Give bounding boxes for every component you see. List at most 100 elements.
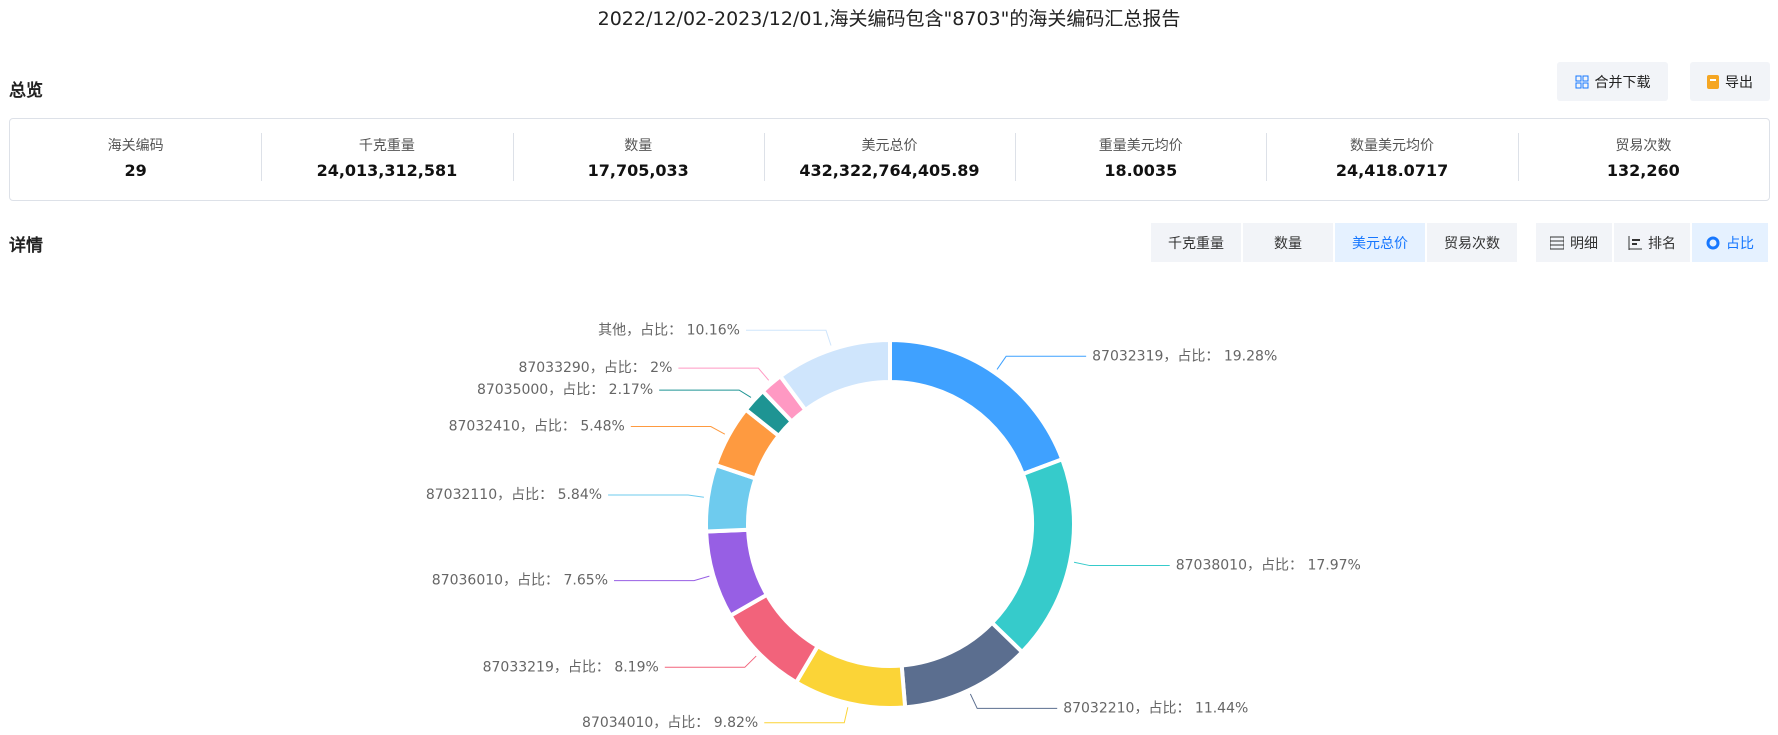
slice-value-label: 7.65% — [564, 573, 608, 589]
slice-category: 87036010 — [432, 573, 503, 589]
view-tabs: 明细 排名 占比 — [1536, 223, 1768, 262]
stat-value: 18.0035 — [1104, 161, 1178, 180]
slice-value-label: 5.48% — [580, 419, 624, 435]
button-label: 合并下载 — [1594, 74, 1651, 91]
view-tab[interactable]: 排名 — [1614, 223, 1690, 262]
leader-line — [630, 426, 726, 435]
donut-chart: 87032319，占比： 19.28%87038010，占比： 17.97%87… — [426, 322, 1361, 731]
icon — [1628, 235, 1642, 250]
label-separator: ，占比： — [503, 573, 563, 589]
slice-value-label: 9.82% — [714, 715, 758, 731]
label-separator: ，占比： — [1134, 700, 1194, 716]
label-separator: ，占比： — [653, 715, 713, 731]
icon — [1706, 236, 1720, 249]
label-separator: ，占比： — [626, 322, 686, 338]
leader-line — [745, 329, 832, 346]
slice-label: 87032319，占比： 19.28% — [1092, 348, 1277, 364]
slice-value-label: 2% — [650, 360, 672, 376]
view-tab[interactable]: 占比 — [1692, 223, 1768, 262]
section-title: 详情 — [9, 236, 43, 256]
stat: 千克重量 24,013,312,581 — [261, 119, 512, 200]
leader-line — [664, 655, 757, 668]
slice-category: 其他 — [598, 322, 626, 338]
slice-category: 87038010 — [1176, 558, 1247, 574]
stat: 海关编码 29 — [10, 119, 261, 200]
label-separator: ，占比： — [497, 487, 557, 503]
stats-panel: 海关编码 29 千克重量 24,013,312,581 数量 17,705,033 美元总价… — [9, 118, 1770, 201]
slice-label: 87032410，占比： 5.48% — [449, 419, 625, 435]
leader-line — [659, 389, 752, 398]
leader-line — [764, 707, 849, 724]
leader-line — [678, 367, 770, 381]
stat-label: 美元总价 — [861, 138, 918, 154]
slice-value-label: 19.28% — [1224, 348, 1277, 364]
slice-label: 87033290，占比： 2% — [518, 360, 672, 376]
metric-tab[interactable]: 千克重量 — [1151, 223, 1241, 262]
tab-label: 明细 — [1570, 235, 1598, 252]
stat: 数量 17,705,033 — [512, 119, 764, 200]
button-label: 导出 — [1725, 74, 1753, 91]
export-button[interactable]: 导出 — [1690, 62, 1770, 101]
donut-slice — [899, 619, 1025, 710]
stat-label: 数量 — [624, 138, 653, 154]
slice-label: 87035000，占比： 2.17% — [477, 382, 653, 398]
slice-value-label: 17.97% — [1307, 558, 1360, 574]
label-separator: ，占比： — [590, 360, 650, 376]
slice-label: 87036010，占比： 7.65% — [432, 573, 608, 589]
leader-line — [969, 693, 1058, 709]
slice-value-label: 10.16% — [687, 322, 740, 338]
slice-category: 87035000 — [477, 382, 548, 398]
metric-tab[interactable]: 美元总价 — [1335, 223, 1425, 262]
leader-line — [614, 575, 710, 582]
slice-value-label: 11.44% — [1195, 700, 1248, 716]
stat-value: 132,260 — [1606, 161, 1680, 180]
label-separator: ，占比： — [520, 419, 580, 435]
tab-label: 排名 — [1648, 235, 1676, 252]
stat: 重量美元均价 18.0035 — [1015, 119, 1266, 200]
icon — [1707, 74, 1719, 89]
stat-label: 海关编码 — [107, 138, 164, 154]
stat-value: 24,013,312,581 — [316, 161, 458, 180]
slice-label: 87034010，占比： 9.82% — [582, 715, 758, 731]
label-separator: ，占比： — [1247, 558, 1307, 574]
metric-tab[interactable]: 贸易次数 — [1427, 223, 1517, 262]
stat: 美元总价 432,322,764,405.89 — [763, 119, 1015, 200]
slice-category: 87032319 — [1092, 348, 1163, 364]
slice-label: 其他，占比： 10.16% — [598, 322, 740, 338]
stat: 数量美元均价 24,418.0717 — [1266, 119, 1517, 200]
stat: 贸易次数 132,260 — [1517, 119, 1769, 200]
stat-value: 432,322,764,405.89 — [799, 161, 980, 180]
stat-value: 24,418.0717 — [1335, 161, 1449, 180]
tab-label: 占比 — [1726, 235, 1754, 252]
slice-value-label: 8.19% — [614, 659, 658, 675]
leader-line — [608, 494, 704, 498]
slice-label: 87038010，占比： 17.97% — [1176, 558, 1361, 574]
leader-line — [1073, 561, 1170, 567]
stat-label: 千克重量 — [358, 138, 415, 154]
slice-category: 87032210 — [1063, 700, 1134, 716]
donut-slice — [989, 456, 1076, 655]
donut-slice — [777, 337, 892, 413]
report-title: 2022/12/02-2023/12/01,海关编码包含"8703"的海关编码汇… — [597, 8, 1181, 30]
slice-label: 87032110，占比： 5.84% — [426, 487, 602, 503]
metric-tab[interactable]: 数量 — [1243, 223, 1333, 262]
stat-value: 29 — [124, 161, 147, 180]
icon — [1575, 75, 1588, 88]
metric-tabs: 千克重量 数量 美元总价 贸易次数 — [1151, 223, 1517, 262]
donut-slice — [888, 337, 1065, 477]
merge-download-button[interactable]: 合并下载 — [1557, 62, 1668, 101]
slice-label: 87033219，占比： 8.19% — [483, 659, 659, 675]
slice-label: 87032210，占比： 11.44% — [1063, 700, 1248, 716]
stat-label: 贸易次数 — [1615, 138, 1672, 154]
leader-line — [996, 355, 1087, 370]
slice-category: 87034010 — [582, 715, 653, 731]
section-title: 总览 — [9, 81, 43, 101]
slice-category: 87032410 — [449, 419, 520, 435]
view-tab[interactable]: 明细 — [1536, 223, 1612, 262]
slice-category: 87033219 — [483, 659, 554, 675]
slice-category: 87033290 — [518, 360, 589, 376]
slice-value-label: 2.17% — [609, 382, 653, 398]
slice-category: 87032110 — [426, 487, 497, 503]
label-separator: ，占比： — [548, 382, 608, 398]
